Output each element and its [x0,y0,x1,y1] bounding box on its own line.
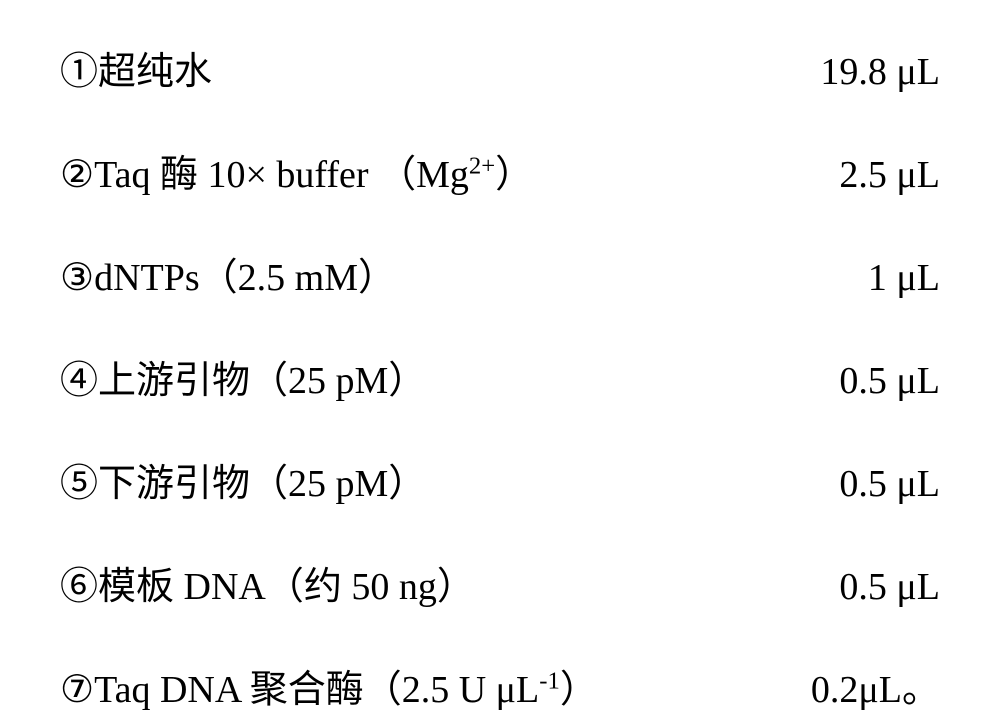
reagent-row: ②Taq 酶 10× buffer （Mg2+） 2.5 μL [60,143,940,198]
reagent-label: ②Taq 酶 10× buffer （Mg2+） [60,143,533,198]
reagent-list: ①超纯水 19.8 μL ②Taq 酶 10× buffer （Mg2+） 2.5 μ… [60,40,940,713]
reagent-label: ⑥模板 DNA（约 50 ng） [60,555,475,610]
reagent-label: ④上游引物（25 pM） [60,349,426,404]
reagent-label: ①超纯水 [60,40,212,95]
reagent-value: 0.5 μL [839,359,940,403]
reagent-label: ③dNTPs（2.5 mM） [60,246,396,301]
reagent-row: ⑤下游引物（25 pM） 0.5 μL [60,452,940,507]
reagent-value: 0.5 μL [839,462,940,506]
reagent-row: ③dNTPs（2.5 mM） 1 μL [60,246,940,301]
reagent-label: ⑤下游引物（25 pM） [60,452,426,507]
reagent-row: ④上游引物（25 pM） 0.5 μL [60,349,940,404]
reagent-value: 2.5 μL [839,153,940,197]
reagent-value: 0.5 μL [839,565,940,609]
reagent-value: 1 μL [868,256,940,300]
reagent-value: 19.8 μL [820,50,940,94]
reagent-row: ⑦Taq DNA 聚合酶（2.5 U μL-1） 0.2μL。 [60,658,940,713]
reagent-row: ①超纯水 19.8 μL [60,40,940,95]
reagent-row: ⑥模板 DNA（约 50 ng） 0.5 μL [60,555,940,610]
reagent-value: 0.2μL。 [811,658,940,713]
reagent-label: ⑦Taq DNA 聚合酶（2.5 U μL-1） [60,658,598,713]
